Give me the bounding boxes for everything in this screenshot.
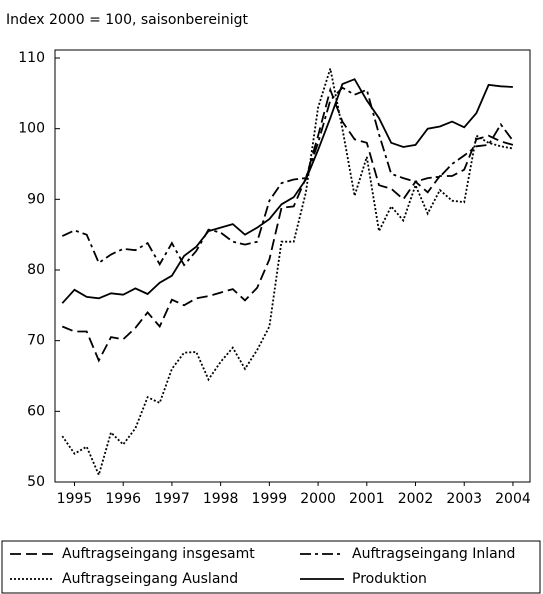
plot-frame — [54, 49, 531, 483]
legend-label: Produktion — [352, 571, 427, 587]
series-line — [61, 68, 514, 478]
x-tick-label: 2001 — [349, 491, 385, 507]
legend-label: Auftragseingang Ausland — [62, 571, 238, 587]
x-tick-label: 2002 — [398, 491, 434, 507]
legend-box — [1, 540, 541, 594]
legend-label: Auftragseingang insgesamt — [62, 546, 255, 562]
y-tick-label: 90 — [27, 191, 45, 207]
chart-subtitle: Index 2000 = 100, saisonbereinigt — [6, 12, 248, 28]
series-line — [61, 86, 514, 267]
x-tick-label: 1995 — [57, 491, 93, 507]
x-tick-label: 1997 — [154, 491, 190, 507]
x-tick-label: 2000 — [300, 491, 336, 507]
x-tick-label: 2003 — [446, 491, 482, 507]
x-tick-label: 1999 — [252, 491, 288, 507]
y-tick-label: 60 — [27, 403, 45, 419]
x-tick-label: 1998 — [203, 491, 239, 507]
y-tick-label: 100 — [18, 121, 45, 137]
x-tick-label: 1996 — [105, 491, 141, 507]
y-tick-label: 110 — [18, 50, 45, 66]
y-tick-label: 70 — [27, 333, 45, 349]
series-line — [61, 78, 513, 304]
y-tick-label: 50 — [27, 474, 45, 490]
series-line — [61, 86, 514, 363]
legend-label: Auftragseingang Inland — [352, 546, 515, 562]
x-tick-label: 2004 — [495, 491, 531, 507]
y-tick-label: 80 — [27, 262, 45, 278]
